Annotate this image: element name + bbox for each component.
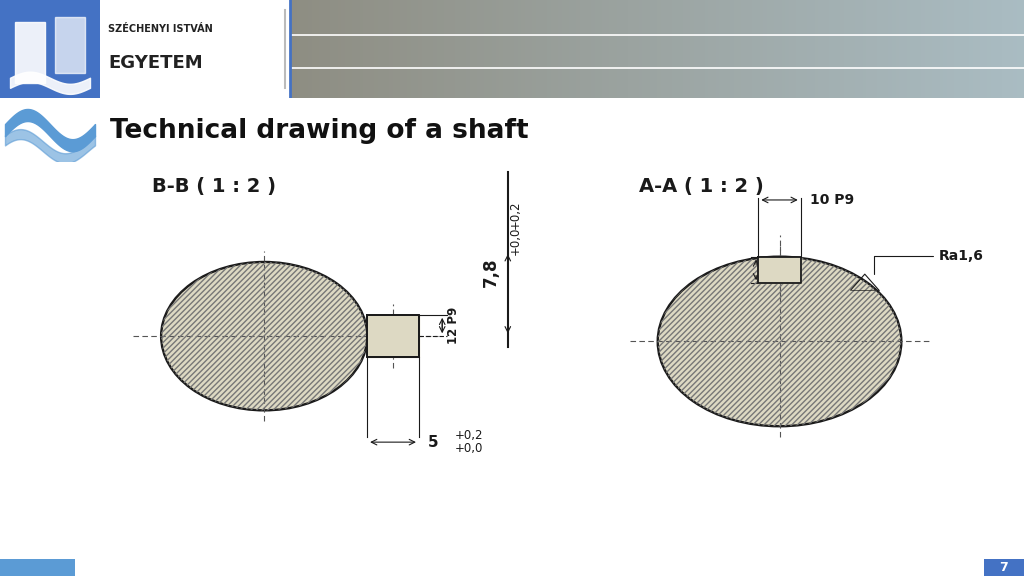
Polygon shape: [759, 257, 801, 283]
Polygon shape: [368, 315, 419, 357]
Text: 12 P9: 12 P9: [446, 307, 460, 344]
Bar: [368, 315, 419, 357]
Text: Ra1,6: Ra1,6: [874, 249, 984, 274]
Bar: [984, 559, 1024, 576]
Text: Technical drawing of a shaft: Technical drawing of a shaft: [110, 118, 528, 144]
Text: +0,0: +0,0: [455, 442, 482, 455]
Text: 10 P9: 10 P9: [810, 193, 854, 207]
Polygon shape: [55, 17, 85, 73]
Text: 7,8: 7,8: [482, 258, 500, 287]
Text: 5: 5: [428, 435, 439, 450]
Text: +0,2: +0,2: [509, 200, 522, 229]
Text: EGYETEM: EGYETEM: [108, 54, 203, 71]
Text: B-B ( 1 : 2 ): B-B ( 1 : 2 ): [152, 177, 275, 196]
Ellipse shape: [161, 262, 368, 410]
Text: SZÉCHENYI ISTVÁN: SZÉCHENYI ISTVÁN: [108, 24, 213, 35]
Text: +0,0: +0,0: [509, 226, 522, 255]
Ellipse shape: [657, 257, 901, 426]
Text: +0,2: +0,2: [455, 429, 483, 442]
Text: 7: 7: [999, 561, 1009, 574]
Polygon shape: [15, 22, 45, 83]
Bar: [0, 559, 75, 576]
Bar: [0, 0, 100, 98]
Text: A-A ( 1 : 2 ): A-A ( 1 : 2 ): [639, 177, 764, 196]
